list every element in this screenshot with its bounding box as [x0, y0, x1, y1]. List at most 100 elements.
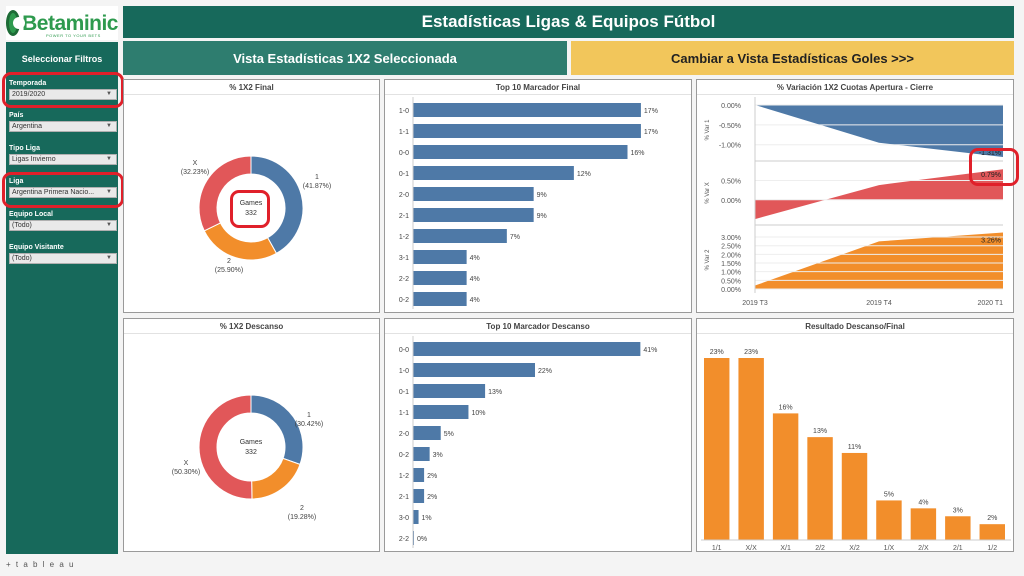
category-label: 1-1 [399, 410, 409, 417]
donut-center-label: Games [240, 200, 263, 207]
category-label: 2-0 [399, 431, 409, 438]
bar-value-label: 17% [644, 129, 658, 136]
highlight-frame-games [230, 190, 270, 228]
bar-value-label: 2% [427, 473, 437, 480]
series-axis-label: % Var 2 [705, 249, 711, 271]
filter-pais-select[interactable]: Argentina ▼ [9, 121, 117, 132]
category-label: 0-2 [399, 297, 409, 304]
column [738, 358, 764, 540]
bar-value-label: 9% [537, 213, 547, 220]
bar-value-label: 16% [631, 150, 645, 157]
filter-value: 2019/2020 [12, 91, 46, 98]
area--var-1 [755, 104, 1003, 157]
column-value-label: 16% [779, 404, 793, 411]
dashboard-title: Estadísticas Ligas & Equipos Fútbol [123, 6, 1014, 38]
category-label: 2-1 [399, 213, 409, 220]
donut-slice-x [198, 394, 253, 500]
bar-value-label: 7% [510, 234, 520, 241]
category-label: 1-0 [399, 368, 409, 375]
panel-top10-descanso: Top 10 Marcador Descanso 0-0 41% 1-0 22% 0-1… [384, 318, 692, 552]
category-label: 0-1 [399, 389, 409, 396]
panel-title: Resultado Descanso/Final [697, 319, 1013, 334]
bar [413, 468, 425, 482]
filter-value: Argentina Primera Nacio... [12, 189, 95, 196]
series-end-label: -1.31% [979, 150, 1001, 157]
category-label: 1-2 [399, 473, 409, 480]
bar [413, 124, 641, 138]
donut-slice-1 [250, 394, 304, 466]
panel-top10-final: Top 10 Marcador Final 1-0 17% 1-1 17% 0-0 16%… [384, 79, 692, 313]
donut-chart-descanso: 1 (30.42%) 2 (19.28%) X (50.30%) Games 332 [172, 394, 323, 521]
bar [413, 103, 641, 117]
bar-chart-top10-final: 1-0 17% 1-1 17% 0-0 16% 0-1 12% 2-0 9% 2-1 9% 1-2 7% 3… [399, 97, 658, 309]
column [910, 508, 937, 540]
filter-label: Equipo Visitante [9, 244, 64, 251]
column-chart-ht-ft: 23% 1/1 23% X/X 16% X/1 13% 2/2 11% X/2 5% 1/X 4% 2/X… [701, 349, 1011, 552]
bar-value-label: 10% [471, 410, 485, 417]
category-label: 1/2 [987, 545, 997, 552]
panel-title: % 1X2 Descanso [124, 319, 379, 334]
filter-temporada-select[interactable]: 2019/2020 ▼ [9, 89, 117, 100]
column-value-label: 13% [813, 428, 827, 435]
series-axis-label: % Var 1 [705, 119, 711, 141]
column-value-label: 2% [987, 515, 997, 522]
bar-value-label: 2% [427, 494, 437, 501]
filter-equipo-visitante-select[interactable]: (Todo) ▼ [9, 253, 117, 264]
panel-title: % Variación 1X2 Cuotas Apertura - Cierre [697, 80, 1013, 95]
column [876, 500, 902, 540]
betaminic-logo[interactable]: Betaminic POWER TO YOUR BETS [6, 6, 118, 40]
category-label: 2-0 [399, 192, 409, 199]
dropdown-arrow-icon: ▼ [106, 255, 112, 261]
column-value-label: 3% [953, 507, 963, 514]
panel-title: % 1X2 Final [124, 80, 379, 95]
bar [413, 363, 535, 377]
filter-equipo-local: Equipo Local (Todo) ▼ [9, 211, 117, 231]
filter-liga-select[interactable]: Argentina Primera Nacio... ▼ [9, 187, 117, 198]
category-label: X/X [746, 545, 758, 552]
bar-value-label: 4% [470, 276, 480, 283]
bar-value-label: 9% [537, 192, 547, 199]
category-label: 1/1 [712, 545, 722, 552]
panel-variation: % Variación 1X2 Cuotas Apertura - Cierre… [696, 79, 1014, 313]
bar [413, 342, 641, 356]
filter-label: País [9, 112, 24, 119]
filter-label: Equipo Local [9, 211, 53, 218]
tab-1x2-stats[interactable]: Vista Estadísticas 1X2 Seleccionada [123, 41, 567, 75]
filter-equipo-local-select[interactable]: (Todo) ▼ [9, 220, 117, 231]
category-label: 2-2 [399, 536, 409, 543]
bar-value-label: 5% [444, 431, 454, 438]
filter-tipo-liga-select[interactable]: Ligas Invierno ▼ [9, 154, 117, 165]
tab-1x2-stats-label: Vista Estadísticas 1X2 Seleccionada [233, 50, 457, 66]
filter-tipo-liga: Tipo Liga Ligas Invierno ▼ [9, 145, 117, 165]
panel-1x2-descanso: % 1X2 Descanso 1 (30.42%) 2 (19.28%) X (50.30… [123, 318, 380, 552]
donut-center-value: 332 [245, 210, 257, 217]
bar-chart-top10-descanso: 0-0 41% 1-0 22% 0-1 13% 1-1 10% 2-0 5% 0-2 3% 1-2 2% 2… [399, 336, 657, 548]
y-tick-label: 0.50% [721, 178, 741, 185]
y-tick-label: 1.00% [721, 270, 741, 277]
panel-ht-ft: Resultado Descanso/Final 23% 1/1 23% X/X 16%… [696, 318, 1014, 552]
category-label: 0-0 [399, 347, 409, 354]
panel-title: Top 10 Marcador Descanso [385, 319, 691, 334]
switch-to-goals-button[interactable]: Cambiar a Vista Estadísticas Goles >>> [571, 41, 1014, 75]
category-label: X/2 [849, 545, 860, 552]
column [807, 437, 833, 540]
donut-slice-2 [251, 457, 301, 500]
tableau-footer[interactable]: + t a b l e a u [6, 560, 75, 569]
category-label: 2/X [918, 545, 929, 552]
bar-value-label: 41% [643, 347, 657, 354]
bar [413, 489, 425, 503]
column-value-label: 4% [918, 499, 928, 506]
y-tick-label: -1.00% [719, 143, 741, 150]
filter-equipo-visitante: Equipo Visitante (Todo) ▼ [9, 244, 117, 264]
category-label: 0-1 [399, 171, 409, 178]
bar [413, 292, 467, 306]
bar-value-label: 4% [470, 255, 480, 262]
dropdown-arrow-icon: ▼ [106, 222, 112, 228]
slice-pct-label: (25.90%) [215, 267, 243, 274]
y-tick-label: -0.50% [719, 123, 741, 130]
category-label: 2-1 [399, 494, 409, 501]
filter-liga: Liga Argentina Primera Nacio... ▼ [9, 178, 117, 198]
bar [413, 384, 486, 398]
bar [413, 405, 469, 419]
